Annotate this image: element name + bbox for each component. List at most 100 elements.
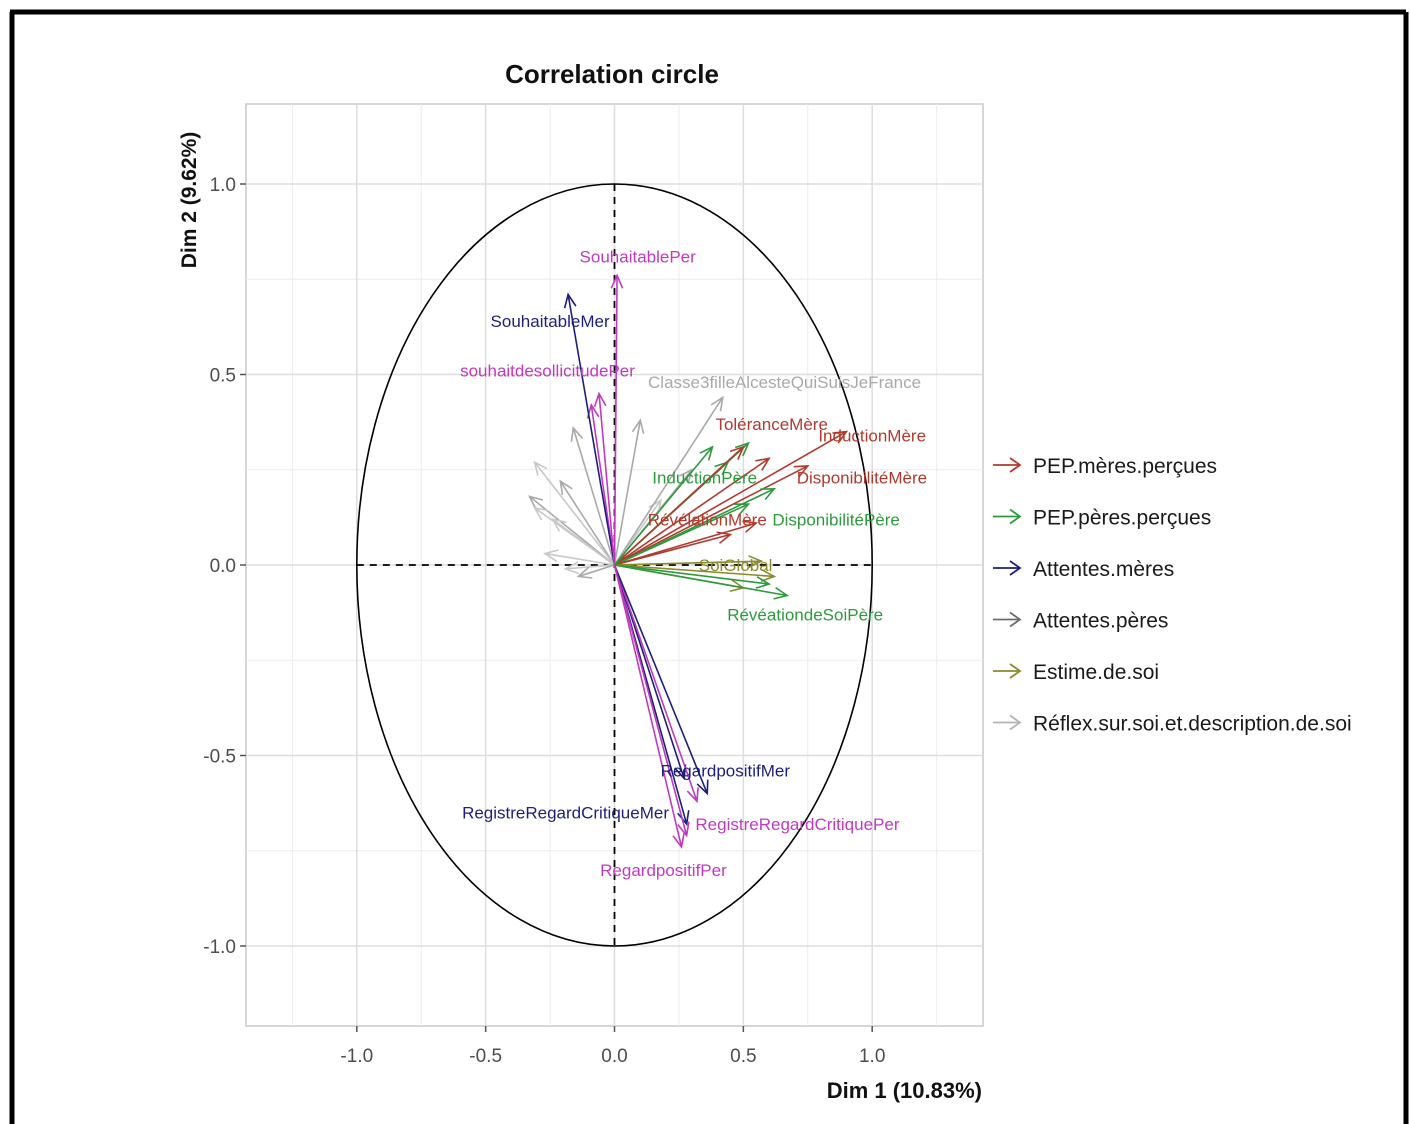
vector-shaft <box>552 518 615 566</box>
vector-arrow <box>563 292 616 566</box>
vector-label: RegistreRegardCritiqueMer <box>462 804 669 823</box>
vector-unlabeled <box>559 479 616 566</box>
vector-shaft <box>567 294 616 566</box>
vector-shaft <box>614 488 775 566</box>
vector-shaft <box>614 465 809 566</box>
vector-unlabeled <box>563 561 615 575</box>
legend-key-arrowhead <box>1009 560 1022 576</box>
vector-arrow <box>613 564 690 838</box>
vector-arrow <box>613 445 714 566</box>
legend-label: Attentes.pères <box>1033 610 1168 633</box>
vector-label: SouhaitablePer <box>580 247 697 266</box>
vector-shaft <box>614 564 770 585</box>
legend-item: Attentes.pères <box>993 610 1168 633</box>
vector-arrowhead <box>563 292 577 309</box>
vector-label: RévéationdeSoiPère <box>727 606 883 625</box>
vector-shaft <box>598 393 616 566</box>
vector-label: InductionMère <box>818 426 926 445</box>
vector-label: DisponibilitéMère <box>797 468 927 487</box>
legend-key-arrowhead <box>1009 663 1022 679</box>
legend: PEP.mères.perçues PEP.pères.perçues Attent… <box>993 455 1352 736</box>
vector-shaft <box>613 564 688 836</box>
vector-arrowhead <box>755 576 772 589</box>
vector-arrow <box>613 564 685 849</box>
vector-shaft <box>613 564 698 802</box>
legend-label: Réflex.sur.soi.et.description.de.soi <box>1033 713 1352 736</box>
legend-label: PEP.pères.perçues <box>1033 507 1211 530</box>
y-tick-label: -0.5 <box>203 746 236 767</box>
vector-arrowhead <box>734 441 750 457</box>
variable-labels: SouhaitablePer SouhaitableMer souhaitdesol… <box>460 247 927 879</box>
vector-arrowhead <box>631 418 645 435</box>
vector-arrowhead <box>576 566 593 579</box>
vector-label: souhaitdesollicitudePer <box>460 362 635 381</box>
vector-arrow <box>614 430 849 566</box>
vector-shaft <box>613 564 709 794</box>
vector-arrow <box>610 273 624 566</box>
legend-key-arrowhead <box>1009 714 1022 731</box>
vector-unlabeled <box>551 518 615 566</box>
vector-unlabeled <box>542 549 615 566</box>
y-axis-title: Dim 2 (9.62%) <box>178 132 201 269</box>
legend-item: Réflex.sur.soi.et.description.de.soi <box>993 713 1352 736</box>
vector-label: RévélationMère <box>648 510 767 529</box>
vector-unlabeled <box>614 457 771 566</box>
legend-item: PEP.pères.perçues <box>993 507 1211 530</box>
vector-arrowhead <box>696 779 709 796</box>
vector-arrowhead <box>559 479 573 496</box>
vector-shaft <box>614 430 847 566</box>
figure-border <box>9 9 1409 1124</box>
vector-arrowhead <box>570 425 584 442</box>
vector-arrowhead <box>678 468 694 484</box>
vector-arrowhead <box>832 430 849 444</box>
vector-arrowhead <box>699 445 714 461</box>
legend-item: Estime.de.soi <box>993 661 1159 684</box>
vector-shaft <box>614 560 762 566</box>
y-tick-label: 0.5 <box>210 366 236 387</box>
vector-arrowhead <box>686 787 699 804</box>
vector-arrowhead <box>710 395 724 412</box>
vector-arrow <box>613 445 745 566</box>
vector-shaft <box>572 427 616 566</box>
legend-label: Attentes.mères <box>1033 558 1174 581</box>
vector-label: SouhaitableMer <box>491 312 610 331</box>
vector-arrowhead <box>542 549 559 562</box>
legend-item: PEP.mères.perçues <box>993 455 1217 478</box>
vector-arrowhead <box>677 821 690 838</box>
vector-unlabeled <box>576 564 615 579</box>
legend-item: Attentes.mères <box>993 558 1174 581</box>
vector-arrowhead <box>755 457 771 471</box>
vector-arrowhead <box>672 833 685 849</box>
vector-label: InductionPère <box>652 468 757 487</box>
vector-unlabeled <box>613 418 645 566</box>
vector-arrowhead <box>742 520 759 533</box>
vector-unlabeled <box>614 564 772 589</box>
vector-arrow <box>613 564 709 796</box>
vector-arrowhead <box>734 503 751 516</box>
x-tick-label: -0.5 <box>469 1046 502 1067</box>
vector-shaft <box>565 564 615 570</box>
legend-label: PEP.mères.perçues <box>1033 455 1217 478</box>
vector-arrowhead <box>729 445 745 461</box>
vector-arrow <box>614 564 790 600</box>
vector-arrowhead <box>610 273 624 289</box>
vector-arrowhead <box>760 569 777 582</box>
vector-label: DisponibilitéPère <box>772 510 900 529</box>
vector-label: SoiGlobal <box>699 556 773 575</box>
vector-arrow <box>613 395 724 566</box>
x-axis-title: Dim 1 (10.83%) <box>827 1078 982 1103</box>
vector-arrow <box>614 520 759 566</box>
vector-label: RegardpositifPer <box>600 861 727 880</box>
chart-title: Correlation circle <box>505 59 719 89</box>
vector-arrowhead <box>593 391 607 408</box>
vector-shaft <box>613 564 683 848</box>
vector-arrowhead <box>677 810 690 826</box>
vector-unlabeled <box>533 460 616 566</box>
axis-ticks: -1.0 -0.5 0.0 0.5 1.0 1.0 0.5 0.0 -0.5 -1.0 <box>203 175 885 1067</box>
vector-label: RegistreRegardCritiquePer <box>695 815 899 834</box>
vector-arrow <box>614 487 777 566</box>
x-tick-label: 1.0 <box>859 1046 885 1067</box>
vector-label: ToléranceMère <box>715 415 827 434</box>
vector-arrowhead <box>793 465 810 478</box>
